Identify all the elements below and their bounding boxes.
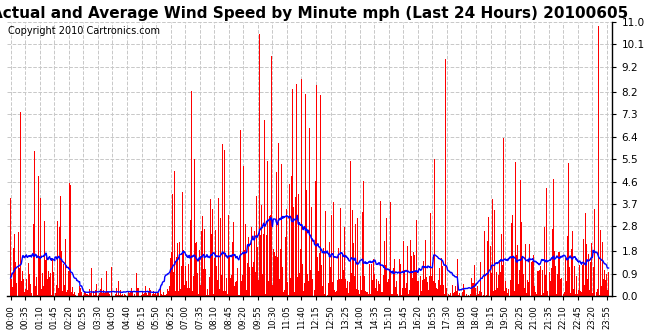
- Text: Copyright 2010 Cartronics.com: Copyright 2010 Cartronics.com: [8, 26, 161, 36]
- Title: Actual and Average Wind Speed by Minute mph (Last 24 Hours) 20100605: Actual and Average Wind Speed by Minute …: [0, 6, 629, 20]
